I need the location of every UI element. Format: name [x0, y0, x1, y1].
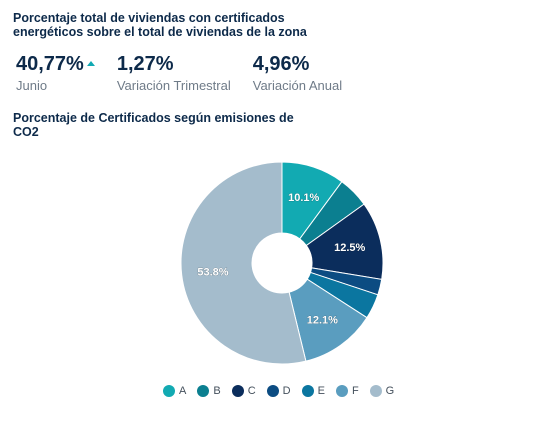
kpi-annual-value: 4,96% [252, 53, 310, 75]
legend-item-a[interactable]: A [163, 385, 186, 397]
kpi-quarterly-label: Variación Trimestral [116, 78, 231, 93]
legend-label: F [351, 385, 359, 397]
kpi-quarterly: 1,27% Variación Trimestral [117, 52, 231, 93]
pie-slice-g[interactable] [180, 161, 307, 365]
legend-item-e[interactable]: E [301, 385, 325, 397]
page-title: Porcentaje total de viviendas con certif… [13, 11, 307, 39]
chart-legend: A B C D E F G [163, 385, 405, 397]
legend-item-g[interactable]: G [369, 385, 395, 397]
legend-dot-icon [197, 385, 210, 397]
legend-dot-icon [163, 385, 175, 397]
legend-item-f[interactable]: F [335, 385, 359, 397]
chart-title: Porcentaje de Certificados según emision… [13, 111, 294, 139]
legend-label: E [317, 385, 325, 397]
legend-label: D [282, 385, 291, 397]
legend-dot-icon [301, 385, 314, 397]
legend-label: B [213, 385, 221, 397]
legend-item-b[interactable]: B [197, 385, 221, 397]
kpi-quarterly-value: 1,27% [116, 53, 174, 75]
legend-label: C [247, 385, 256, 397]
trend-up-icon [86, 61, 95, 66]
legend-item-c[interactable]: C [231, 385, 256, 397]
pie-slice-f[interactable] [288, 278, 368, 362]
legend-dot-icon [231, 385, 244, 397]
kpi-month-value: 40,77% [16, 53, 84, 75]
legend-label: G [385, 385, 395, 397]
data-label-c: 12.5% [334, 242, 365, 254]
kpi-annual: 4,96% Variación Anual [253, 52, 342, 93]
legend-dot-icon [369, 385, 382, 397]
data-label-f: 12.1% [307, 315, 338, 327]
kpi-annual-label: Variación Anual [252, 78, 343, 93]
data-label-a: 10.1% [288, 192, 319, 204]
legend-dot-icon [335, 385, 348, 397]
legend-dot-icon [266, 385, 279, 397]
data-label-g: 53.8% [197, 266, 228, 278]
kpi-row: 40,77% Junio 1,27% Variación Trimestral … [16, 52, 364, 93]
legend-item-d[interactable]: D [266, 385, 291, 397]
kpi-month-label: Junio [16, 78, 48, 93]
legend-label: A [179, 385, 187, 397]
kpi-month: 40,77% Junio [16, 52, 95, 93]
